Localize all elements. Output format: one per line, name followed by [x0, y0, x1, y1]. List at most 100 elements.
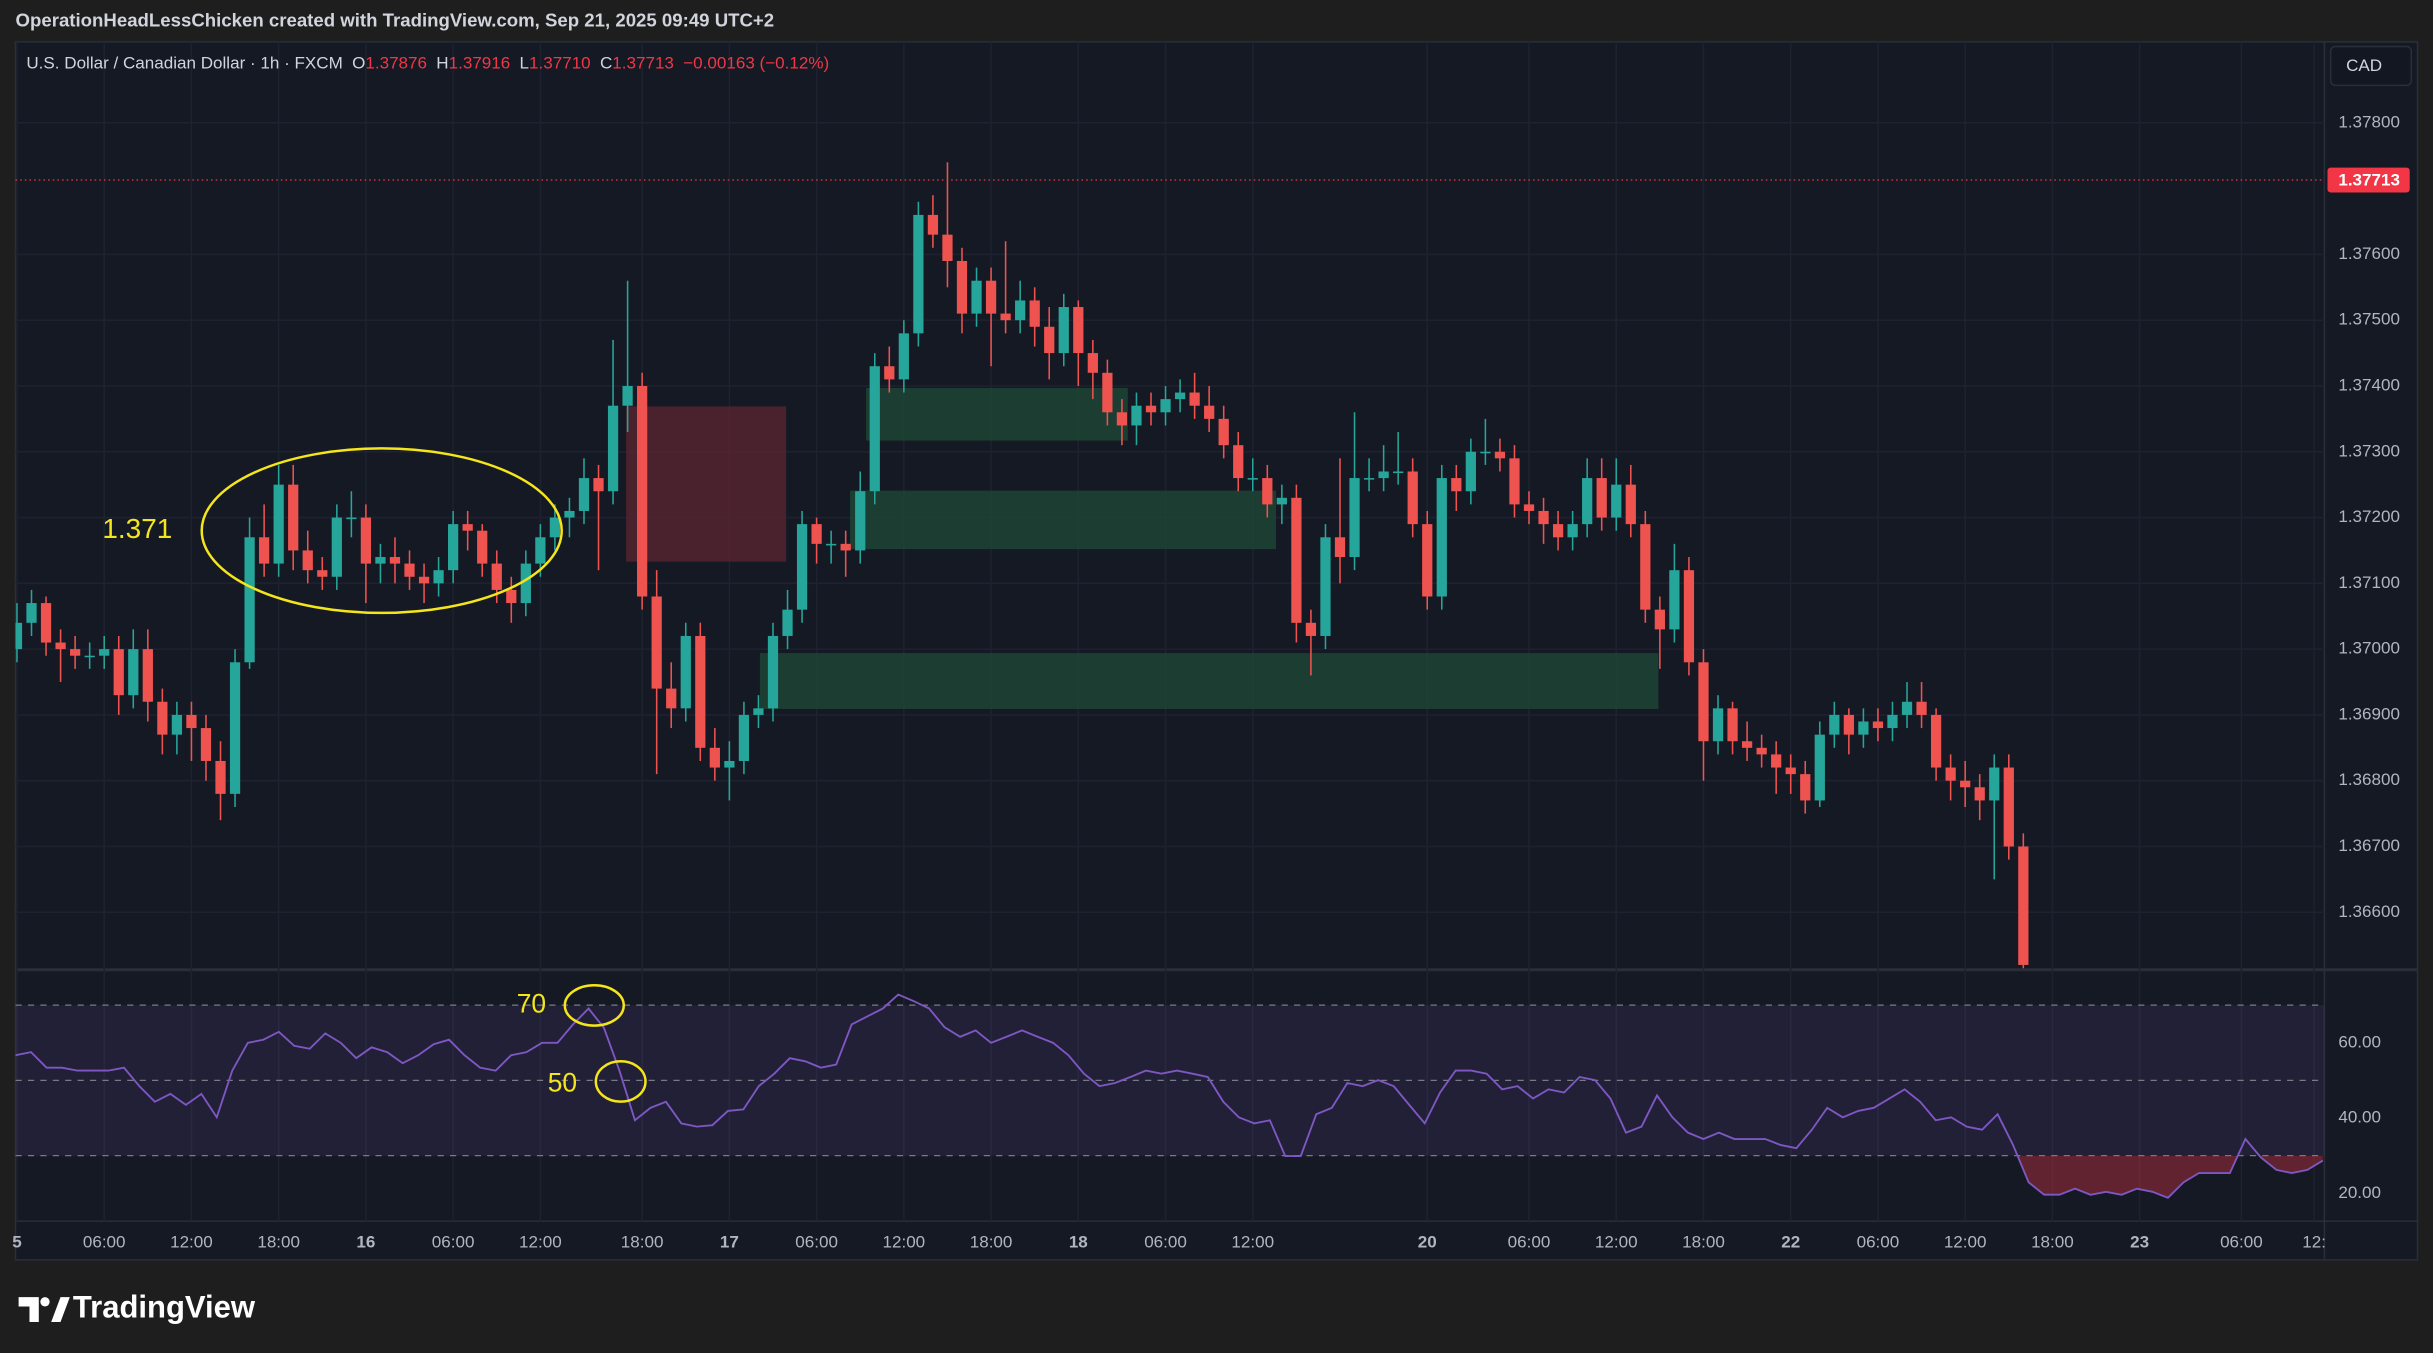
candle-body — [520, 563, 531, 604]
zone — [759, 653, 1659, 709]
candle-body — [1116, 412, 1128, 426]
candle-body — [898, 333, 909, 380]
ohlc-label: O — [352, 53, 365, 72]
zone — [626, 406, 787, 562]
currency-button[interactable] — [2329, 45, 2413, 87]
x-tick-label: 12: — [2302, 1232, 2326, 1251]
candle-body — [448, 524, 459, 571]
candle-body — [389, 557, 401, 564]
candle-body — [1654, 609, 1665, 630]
candle-body — [1523, 504, 1535, 511]
zone — [866, 387, 1128, 441]
currency-label[interactable]: CAD — [2346, 56, 2382, 75]
brand-logo — [18, 1297, 70, 1322]
highlight-circle — [563, 984, 626, 1027]
candle-body — [1262, 478, 1273, 505]
x-tick-label: 18:00 — [970, 1232, 1013, 1251]
candle-body — [1916, 701, 1927, 715]
ohlc-value: 1.37876 — [365, 53, 427, 72]
ohlc-label: L — [520, 53, 529, 72]
x-tick-label: 12:00 — [1595, 1232, 1638, 1251]
last-price-tag — [2327, 167, 2410, 193]
ohlc-value: 1.37710 — [529, 53, 591, 72]
candle-body — [1698, 662, 1709, 742]
candle-body — [1189, 392, 1200, 406]
candle-body — [506, 589, 517, 604]
candle-body — [1596, 478, 1607, 518]
candle-body — [637, 385, 648, 597]
rsi-line — [15, 993, 2324, 1199]
candle-body — [1974, 787, 1985, 801]
candle-body — [869, 366, 880, 492]
y-tick-label: 20.00 — [2338, 1183, 2381, 1202]
y-tick-label: 1.36700 — [2338, 836, 2400, 855]
candle-body — [1683, 570, 1695, 663]
y-tick-label: 40.00 — [2338, 1108, 2381, 1127]
candle-body — [1160, 399, 1171, 413]
y-tick-label: 1.37800 — [2338, 112, 2400, 131]
oversold-fill — [1285, 1155, 2323, 1198]
candle-body — [826, 543, 837, 546]
candle-body — [1087, 353, 1098, 373]
candle-body — [535, 537, 546, 564]
candle-body — [229, 662, 241, 794]
ohlc-label: H — [436, 53, 448, 72]
candle-body — [1291, 497, 1302, 623]
candle-body — [84, 655, 95, 658]
highlight-ellipse — [200, 447, 563, 615]
candle-body — [70, 649, 81, 656]
candle-body — [578, 478, 590, 511]
y-tick-label: 1.37300 — [2338, 441, 2400, 460]
candle-body — [142, 649, 153, 702]
x-tick-label: 23 — [2130, 1232, 2149, 1251]
x-tick-label: 06:00 — [795, 1232, 838, 1251]
annotation: 70 — [517, 988, 546, 1018]
candle-body — [1044, 326, 1055, 354]
candles — [15, 162, 2029, 969]
candle-body — [1320, 537, 1331, 636]
candle-body — [99, 649, 110, 656]
candle-body — [1611, 484, 1622, 518]
candle-body — [927, 214, 939, 235]
ohlc-value: 1.37916 — [449, 53, 511, 72]
x-tick-label: 20 — [1418, 1232, 1437, 1251]
candle-body — [200, 728, 212, 761]
candle-body — [1727, 708, 1738, 742]
candle-body — [1247, 478, 1258, 480]
candle-body — [651, 596, 662, 689]
candle-body — [680, 635, 691, 709]
candle-body — [1669, 570, 1680, 630]
x-tick-label: 5 — [12, 1232, 21, 1251]
highlight-circle — [594, 1060, 647, 1103]
candle-body — [1552, 524, 1564, 538]
candle-body — [1625, 484, 1636, 525]
x-tick-label: 18:00 — [1682, 1232, 1725, 1251]
candle-body — [593, 478, 604, 492]
annotation: 1.371 — [102, 513, 172, 544]
candle-body — [1465, 451, 1476, 492]
change: −0.00163 (−0.12%) — [683, 53, 829, 72]
candle-body — [1756, 747, 1767, 755]
candle-body — [1843, 714, 1854, 735]
candle-body — [1829, 714, 1840, 735]
candle-body — [1276, 497, 1287, 505]
symbol-line: U.S. Dollar / Canadian Dollar · 1h · FXC… — [26, 53, 829, 72]
candle-body — [2003, 767, 2014, 847]
candle-body — [1422, 524, 1433, 597]
candle-body — [302, 550, 313, 571]
candle-body — [1363, 478, 1375, 480]
x-tick-label: 22 — [1781, 1232, 1800, 1251]
y-tick-label: 1.37000 — [2338, 639, 2400, 658]
y-tick-label: 1.36600 — [2338, 902, 2400, 921]
candle-body — [462, 524, 473, 531]
candle-body — [360, 517, 372, 564]
candle-body — [1000, 313, 1011, 321]
candle-body — [317, 570, 328, 577]
candle-body — [404, 563, 415, 577]
candle-body — [738, 714, 750, 761]
last-price-label: 1.37713 — [2338, 170, 2400, 189]
candle-body — [796, 524, 808, 610]
candle-body — [1930, 714, 1942, 768]
candle-body — [1567, 524, 1578, 538]
